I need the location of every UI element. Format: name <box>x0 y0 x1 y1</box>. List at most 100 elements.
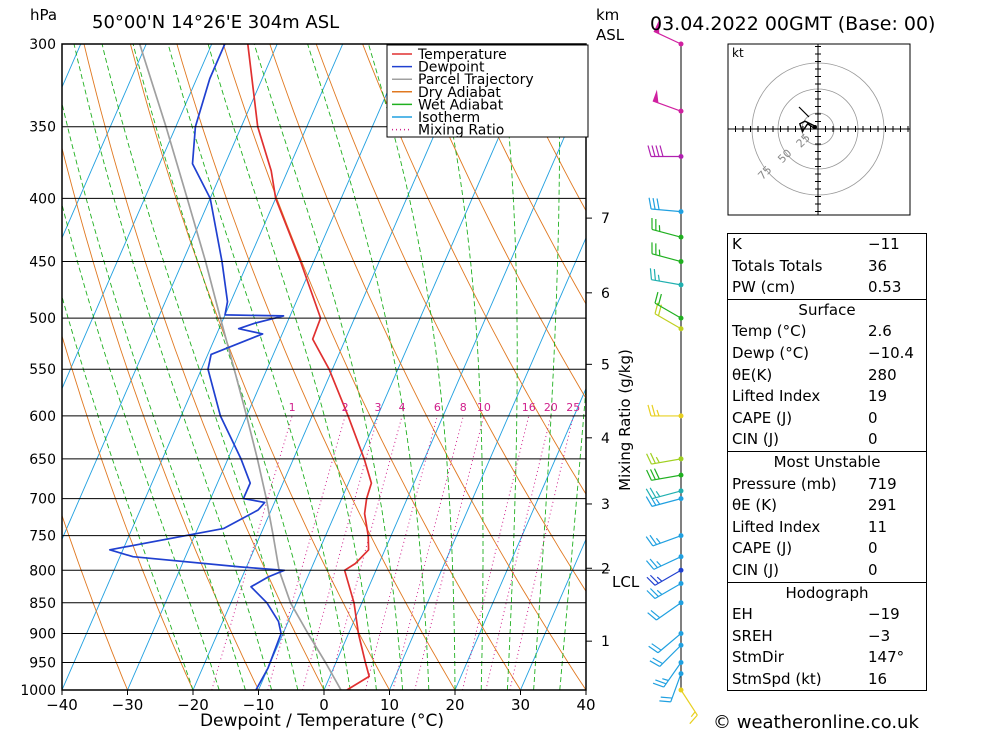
wind-barb-full <box>651 145 656 157</box>
wind-barb-staff <box>657 633 682 654</box>
wind-level-dot <box>678 41 684 47</box>
wind-barb-staff <box>651 498 682 507</box>
dry-adiabat-line <box>83 44 325 690</box>
wind-barb-staff <box>654 313 682 330</box>
plot-frame <box>61 43 587 691</box>
wind-barb-full <box>655 679 667 685</box>
wind-level-dot <box>678 413 684 419</box>
wind-barb-half <box>655 537 661 544</box>
wet-adiabat-line <box>132 44 325 690</box>
mixing-ratio-label: 20 <box>544 401 558 414</box>
lcl-label: LCL <box>612 573 640 591</box>
wind-barb-half <box>690 711 696 718</box>
wind-barb-staff <box>651 458 682 465</box>
credit-text: © weatheronline.co.uk <box>713 712 919 733</box>
km-tick-label: 5 <box>601 357 610 373</box>
wind-level-dot <box>678 259 684 265</box>
wind-level-dot <box>678 630 684 636</box>
wind-barb-half <box>656 409 660 417</box>
km-tick-label: 2 <box>601 561 610 577</box>
x-tick-label: −30 <box>112 696 144 714</box>
dry-adiabat-line <box>408 44 586 400</box>
wind-barb-full <box>653 468 660 480</box>
wind-barb-full <box>660 696 673 699</box>
wet-adiabat-line <box>533 44 560 690</box>
hodograph-trace <box>798 120 816 134</box>
dry-adiabat-line <box>269 44 586 690</box>
stat-row-pw: PW (cm) 0.53 <box>732 278 902 297</box>
pressure-tick-label: 750 <box>29 529 56 545</box>
x-tick-label: 30 <box>511 696 530 714</box>
pressure-tick-label: 900 <box>29 626 56 642</box>
wind-level-dot <box>678 488 684 494</box>
indices-block: K −11 Totals Totals 36 PW (cm) 0.53 <box>727 233 927 299</box>
wet-adiabat-line <box>498 44 518 690</box>
mixing-ratio-label: 3 <box>374 401 381 414</box>
pressure-tick-label: 650 <box>29 452 56 468</box>
mixing-ratio-line <box>267 415 346 690</box>
hodograph-unit: kt <box>732 46 744 60</box>
isotherm-line <box>127 44 409 690</box>
hodograph-point <box>813 125 817 129</box>
stat-row-mu-li: Lifted Index 11 <box>732 517 888 536</box>
wind-level-dot <box>678 154 684 160</box>
mixing-ratio-line <box>211 415 293 690</box>
wind-level-dot <box>678 209 684 215</box>
surface-title: Surface <box>798 300 856 319</box>
surface-block: Surface Temp (°C) 2.6 Dewp (°C) −10.4 θE(K… <box>727 298 927 451</box>
dry-adiabat-line <box>176 44 456 690</box>
mixing-ratio-label: 6 <box>434 401 441 414</box>
x-tick-label: 10 <box>380 696 399 714</box>
isotherm-line <box>62 44 344 690</box>
mixing-ratio-label: 8 <box>460 401 467 414</box>
wet-adiabat-line <box>307 44 430 690</box>
km-tick-label: 7 <box>601 211 610 227</box>
wind-level-dot <box>678 533 684 539</box>
pressure-tick-label: 700 <box>29 492 56 508</box>
km-unit-label: km <box>596 6 619 24</box>
wind-barb-full <box>649 534 658 545</box>
wind-barb-staff <box>652 535 682 547</box>
pressure-tick-label: 850 <box>29 596 56 612</box>
pressure-tick-label: 300 <box>29 37 56 53</box>
wind-level-dot <box>678 554 684 560</box>
wind-barb-staff <box>653 556 682 570</box>
pressure-tick-label: 500 <box>29 311 56 327</box>
mixing-ratio-label: 16 <box>522 401 536 414</box>
isotherm-line <box>520 538 586 690</box>
wind-barb-staff <box>651 490 682 500</box>
legend-item-label: Dewpoint <box>418 60 485 76</box>
legend-item-label: Temperature <box>417 47 507 63</box>
wind-level-dot <box>678 671 684 677</box>
stat-row-surface-temp: Temp (°C) 2.6 <box>732 322 892 341</box>
wind-barb-flag <box>652 89 659 103</box>
mixing-ratio-line <box>392 415 464 690</box>
wet-adiabat-line <box>167 44 351 690</box>
wind-barb-full <box>657 293 662 306</box>
isotherm-line <box>323 85 586 690</box>
wind-level-dot <box>678 472 684 478</box>
asl-unit-label: ASL <box>596 26 625 44</box>
storm-motion-arrow <box>798 106 810 118</box>
wind-barb-staff <box>651 253 682 263</box>
wind-barb-full <box>646 469 652 481</box>
wind-barb-full <box>689 714 698 725</box>
wind-barb-full <box>656 198 660 210</box>
wind-barb-full <box>645 496 653 507</box>
stat-row-surface-dewp: Dewp (°C) −10.4 <box>732 343 914 362</box>
stat-row-mu-cape: CAPE (J) 0 <box>732 539 878 558</box>
wind-barb-full <box>659 700 671 703</box>
wind-barb-half <box>662 678 669 682</box>
wind-barb-flag <box>653 20 660 34</box>
legend-item-label: Parcel Trajectory <box>418 72 534 88</box>
wind-barb-half <box>656 576 663 582</box>
x-axis-title: Dewpoint / Temperature (°C) <box>200 711 444 731</box>
pressure-tick-label: 1000 <box>20 683 56 699</box>
wind-barb-full <box>646 590 656 599</box>
wind-barb-full <box>651 404 656 417</box>
wind-barb-staff <box>663 662 682 688</box>
stat-row-sreh: SREH −3 <box>732 626 891 645</box>
wind-barb-full <box>647 404 652 417</box>
